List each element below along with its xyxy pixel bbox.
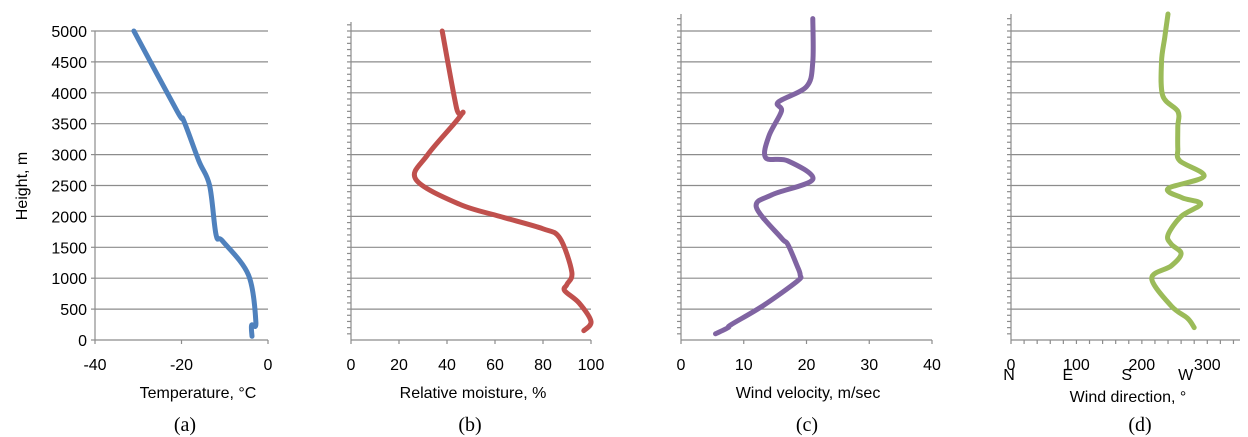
x-axis-label: Wind velocity, m/sec — [736, 385, 881, 402]
y-tick-label: 500 — [60, 302, 87, 319]
panel-a: Height, m Temperature, °C (a) 0 500 1000 15… — [14, 24, 273, 436]
panel-b: Relative moisture, % (b) 0 20 40 60 80 100 — [347, 22, 605, 436]
compass-label: N — [1003, 367, 1015, 384]
compass-label: E — [1063, 367, 1074, 384]
y-tick-label: 3500 — [51, 117, 87, 134]
x-tick-label: 10 — [735, 357, 753, 374]
x-tick-label: 30 — [860, 357, 878, 374]
x-axis-label: Temperature, °C — [140, 385, 257, 402]
y-tick-label: 1000 — [51, 271, 87, 288]
series-line — [1149, 11, 1207, 331]
x-axis-label: Wind direction, ° — [1070, 389, 1187, 406]
x-tick-label: -20 — [170, 357, 193, 374]
compass-label: S — [1121, 367, 1132, 384]
x-tick-label: 300 — [1194, 357, 1221, 374]
panel-caption: (c) — [796, 414, 818, 436]
x-tick-label: 20 — [390, 357, 408, 374]
series-line — [131, 28, 259, 339]
x-tick-label: 20 — [798, 357, 816, 374]
y-tick-label: 2500 — [51, 179, 87, 196]
y-tick-label: 2000 — [51, 209, 87, 226]
y-tick-label: 4500 — [51, 55, 87, 72]
y-tick-label: 0 — [78, 333, 87, 350]
compass-label: W — [1178, 367, 1194, 384]
y-tick-label: 3000 — [51, 148, 87, 165]
y-axis-label: Height, m — [14, 152, 31, 220]
x-axis-label: Relative moisture, % — [400, 385, 547, 402]
x-tick-label: 100 — [578, 357, 605, 374]
y-tick-label: 1500 — [51, 240, 87, 257]
x-tick-label: 0 — [677, 357, 686, 374]
panel-c: Wind velocity, m/sec (c) 0 10 20 30 40 — [677, 14, 941, 436]
y-tick-label: 5000 — [51, 24, 87, 41]
y-tick-label: 4000 — [51, 86, 87, 103]
panel-caption: (a) — [174, 414, 196, 436]
x-tick-label: 0 — [1007, 357, 1016, 374]
series-line — [713, 16, 816, 337]
x-tick-label: 60 — [486, 357, 504, 374]
x-tick-label: 200 — [1129, 357, 1156, 374]
x-tick-label: 40 — [923, 357, 941, 374]
x-tick-label: 0 — [264, 357, 273, 374]
panel-d: Wind direction, ° (d) 0 100 200 300 N E S W — [1003, 11, 1240, 436]
x-tick-label: -40 — [83, 357, 106, 374]
panel-caption: (d) — [1128, 414, 1151, 436]
series-line — [411, 28, 594, 334]
x-tick-label: 100 — [1063, 357, 1090, 374]
x-tick-label: 80 — [534, 357, 552, 374]
x-tick-label: 0 — [347, 357, 356, 374]
panel-caption: (b) — [458, 414, 481, 436]
x-tick-label: 40 — [438, 357, 456, 374]
